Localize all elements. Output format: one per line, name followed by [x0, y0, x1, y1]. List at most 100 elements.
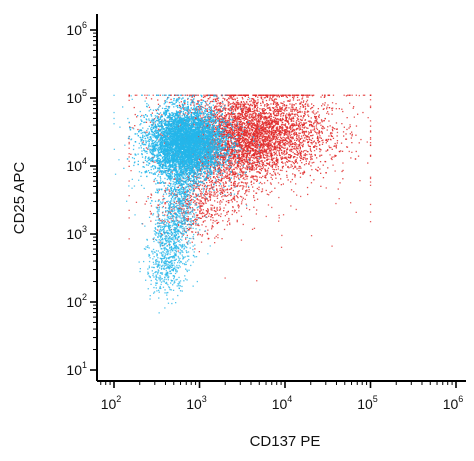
scatter-point [227, 97, 230, 99]
scatter-point [221, 187, 223, 189]
scatter-point [280, 139, 282, 141]
scatter-point [229, 130, 232, 132]
scatter-point [280, 102, 282, 104]
scatter-point [330, 135, 333, 137]
scatter-point [197, 106, 200, 108]
scatter-point [234, 132, 236, 134]
scatter-point [170, 98, 172, 101]
scatter-point [267, 143, 269, 145]
scatter-point [267, 169, 269, 171]
scatter-point [252, 124, 254, 126]
scatter-point [265, 189, 267, 192]
scatter-point [215, 213, 217, 215]
scatter-point [311, 155, 313, 157]
scatter-point [249, 170, 251, 173]
scatter-point [307, 193, 309, 196]
scatter-point [318, 114, 320, 116]
scatter-point [165, 187, 167, 189]
scatter-point [260, 143, 262, 145]
scatter-point [292, 106, 294, 108]
scatter-point [213, 171, 215, 173]
scatter-point [205, 193, 207, 195]
scatter-point [239, 121, 241, 124]
scatter-point [325, 142, 327, 144]
scatter-point [194, 117, 196, 119]
scatter-point [277, 130, 279, 132]
scatter-point [268, 132, 270, 134]
scatter-point [280, 126, 283, 129]
scatter-point [263, 105, 266, 107]
scatter-point [319, 137, 321, 139]
scatter-point [257, 133, 259, 135]
scatter-point [145, 121, 148, 123]
scatter-point [202, 196, 204, 199]
scatter-point [214, 200, 216, 202]
scatter-point [293, 120, 295, 122]
scatter-point [204, 184, 206, 186]
scatter-point [333, 145, 335, 147]
scatter-point [265, 122, 267, 124]
scatter-point [242, 118, 244, 120]
scatter-point [304, 157, 306, 159]
scatter-point [242, 122, 244, 124]
scatter-point [241, 150, 243, 152]
scatter-point [213, 206, 216, 208]
scatter-point [248, 136, 251, 138]
scatter-point [214, 116, 217, 118]
scatter-point [262, 110, 264, 112]
scatter-point [267, 94, 269, 96]
scatter-point [237, 145, 239, 147]
scatter-point [262, 165, 264, 167]
scatter-point [173, 208, 175, 210]
scatter-point [232, 102, 234, 105]
scatter-point [227, 140, 229, 142]
scatter-point [236, 117, 238, 120]
scatter-point [261, 183, 263, 185]
scatter-point [257, 150, 259, 153]
scatter-point [300, 142, 303, 144]
scatter-point [145, 147, 148, 149]
scatter-point [209, 107, 212, 109]
scatter-point [203, 212, 205, 214]
scatter-point [284, 143, 286, 145]
scatter-point [284, 144, 287, 146]
scatter-point [241, 113, 243, 116]
scatter-point [242, 130, 244, 132]
scatter-point [253, 196, 255, 199]
scatter-point [205, 191, 208, 193]
scatter-point [291, 165, 293, 167]
scatter-point [254, 117, 256, 119]
scatter-point [287, 137, 289, 139]
scatter-point [244, 106, 246, 108]
scatter-point [263, 163, 265, 165]
scatter-point [274, 152, 276, 155]
scatter-point [217, 111, 219, 113]
scatter-point [292, 97, 295, 99]
scatter-point [298, 99, 300, 101]
scatter-point [279, 145, 281, 147]
scatter-point [340, 150, 342, 152]
scatter-point [234, 183, 236, 185]
scatter-point [195, 123, 198, 126]
scatter-point [251, 119, 253, 121]
scatter-point [272, 103, 275, 105]
scatter-point [260, 169, 262, 172]
scatter-point [302, 123, 304, 126]
scatter-point [237, 131, 239, 133]
scatter-point [279, 106, 281, 108]
scatter-point [270, 123, 273, 125]
scatter-point [299, 132, 301, 134]
scatter-point [236, 219, 238, 221]
scatter-point [255, 175, 257, 178]
scatter-point [240, 123, 242, 126]
scatter-point [269, 149, 272, 152]
scatter-point [281, 166, 284, 168]
scatter-point [301, 130, 304, 132]
scatter-point [268, 99, 271, 101]
scatter-point [237, 94, 239, 96]
scatter-point [250, 138, 252, 141]
scatter-point [258, 118, 260, 121]
scatter-point [322, 126, 324, 128]
scatter-point [335, 128, 338, 130]
scatter-point [199, 234, 201, 236]
